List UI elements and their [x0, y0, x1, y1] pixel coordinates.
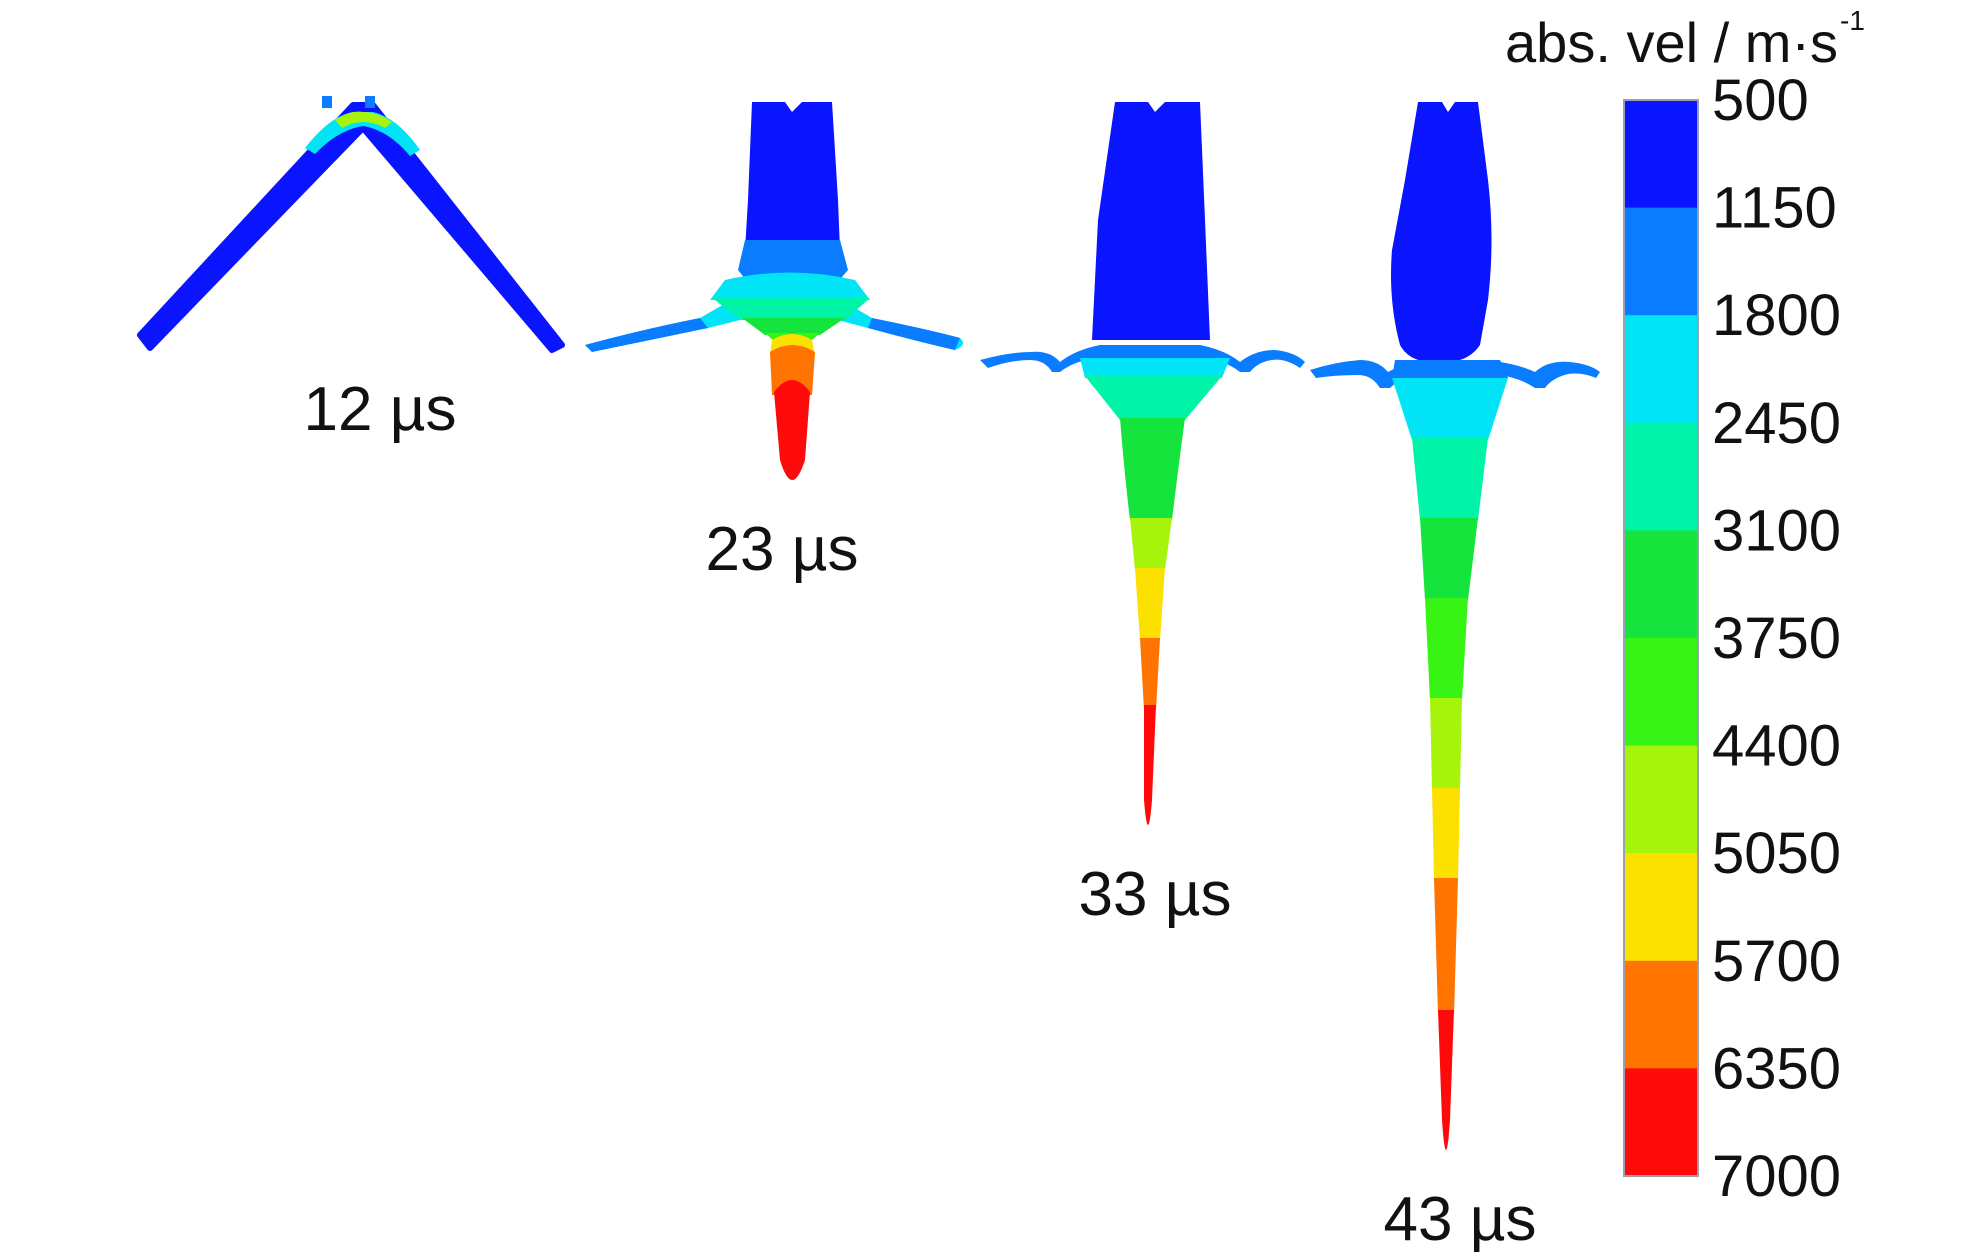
- colorbar-bands: [1624, 100, 1698, 1177]
- slug-23us: [745, 102, 840, 250]
- colorbar-tick-label: 500: [1712, 68, 1809, 133]
- colorbar-band-0: [1624, 100, 1698, 209]
- svg-text:abs. vel / m·s: abs. vel / m·s: [1505, 11, 1838, 74]
- colorbar-band-2: [1624, 315, 1698, 424]
- colorbar: abs. vel / m·s -1 500 1150 1800 2450 3100 375…: [1505, 5, 1865, 1209]
- colorbar-frame: [1623, 99, 1699, 1177]
- colorbar-title: abs. vel / m·s -1: [1505, 5, 1865, 74]
- colorbar-tick-label: 1800: [1712, 283, 1841, 348]
- colorbar-band-4: [1624, 530, 1698, 639]
- colorbar-band-9: [1624, 1068, 1698, 1177]
- colorbar-band-1: [1624, 207, 1698, 316]
- colorbar-title-exponent: -1: [1840, 5, 1865, 36]
- snapshot-12us: 12 µs: [137, 96, 565, 444]
- time-label-33us: 33 µs: [1079, 860, 1232, 929]
- colorbar-tick-label: 5700: [1712, 929, 1841, 994]
- snapshot-23us: 23 µs: [585, 102, 964, 584]
- colorbar-tick-label: 7000: [1712, 1144, 1841, 1209]
- colorbar-tick-label: 2450: [1712, 391, 1841, 456]
- colorbar-band-6: [1624, 745, 1698, 854]
- slug-33us: [1092, 102, 1210, 340]
- wings-33us: [980, 345, 1305, 372]
- colorbar-tick-label: 3750: [1712, 606, 1841, 671]
- colorbar-band-8: [1624, 960, 1698, 1069]
- time-label-23us: 23 µs: [706, 515, 859, 584]
- jet-43us: [1392, 378, 1508, 440]
- liner-tip-12us: [305, 112, 420, 156]
- colorbar-tick-label: 6350: [1712, 1036, 1841, 1101]
- time-label-12us: 12 µs: [304, 375, 457, 444]
- time-label-43us: 43 µs: [1384, 1185, 1537, 1252]
- jet-33us: [1080, 358, 1230, 378]
- colorbar-tick-label: 1150: [1712, 176, 1837, 241]
- colorbar-tick-label: 3100: [1712, 498, 1841, 563]
- colorbar-ticks: 500 1150 1800 2450 3100 3750 4400 5050 5700 6350 7…: [1712, 68, 1841, 1209]
- colorbar-band-5: [1624, 638, 1698, 747]
- wings-edge-23us: [585, 318, 960, 352]
- liner-shape-12us: [137, 102, 565, 353]
- snapshot-33us: 33 µs: [980, 102, 1305, 929]
- colorbar-band-7: [1624, 853, 1698, 962]
- colorbar-tick-label: 5050: [1712, 821, 1841, 886]
- jet-23us: [712, 298, 870, 320]
- slug-43us: [1391, 102, 1492, 362]
- colorbar-tick-label: 4400: [1712, 714, 1841, 779]
- snapshot-43us: 43 µs: [1310, 102, 1600, 1252]
- liner-tip-core-12us: [335, 111, 392, 128]
- collar-23us: [710, 272, 870, 300]
- colorbar-band-3: [1624, 422, 1698, 531]
- colorbar-title-text: abs. vel / m·s: [1505, 11, 1838, 74]
